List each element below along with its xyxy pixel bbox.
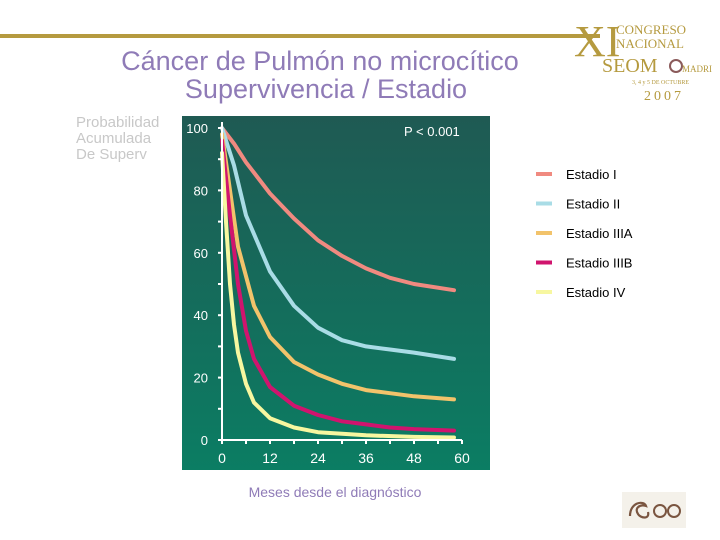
x-tick-label: 24 [310,450,326,466]
y-tick-label: 80 [194,183,208,198]
y-axis-label: Probabilidad Acumulada De Superv [76,115,176,163]
top-gold-rule [0,34,600,38]
x-tick-label: 12 [262,450,278,466]
y-tick-label: 60 [194,246,208,261]
series-line [220,132,456,402]
logo-line2: NACIONAL [616,36,684,51]
x-tick-label: 48 [406,450,422,466]
y-tick-label: 40 [194,308,208,323]
y-tick-label: 100 [186,121,208,136]
series-line [220,126,456,361]
series-line [220,126,456,293]
slide-subtitle: Supervivencia / Estadio [184,74,468,104]
y-axis-label-line: Probabilidad [76,114,160,131]
logo-city: MADRID [682,64,712,74]
y-tick-label: 0 [201,433,208,448]
logo-dates: 3, 4 y 5 DE OCTUBRE [632,80,689,86]
legend-label: Estadio I [566,167,617,182]
legend-label: Estadio IV [566,285,626,300]
legend-label: Estadio IIIA [566,226,633,241]
congress-logo: XI CONGRESO NACIONAL SEOM MADRID 3, 4 y … [574,17,712,104]
legend-label: Estadio II [566,197,620,212]
x-tick-label: 36 [358,450,374,466]
p-value-label: P < 0.001 [404,124,460,139]
logo-line1: CONGRESO [616,22,686,37]
seom-logo [622,492,686,528]
y-axis-label-line: De Superv [76,146,147,163]
y-axis-label-line: Acumulada [76,130,152,147]
x-tick-label: 0 [218,450,226,466]
x-tick-label: 60 [454,450,470,466]
logo-numeral: XI [574,17,620,66]
y-tick-label: 20 [194,371,208,386]
series-line [220,151,456,440]
series-line [220,138,456,433]
logo-year: 2007 [644,89,684,104]
plot-panel [182,116,490,470]
logo-org: SEOM [602,55,658,77]
logo-emblem [669,59,683,73]
x-axis-label: Meses desde el diagnóstico [249,484,422,500]
slide-title: Cáncer de Pulmón no microcítico [121,46,519,76]
legend-label: Estadio IIIB [566,256,632,271]
